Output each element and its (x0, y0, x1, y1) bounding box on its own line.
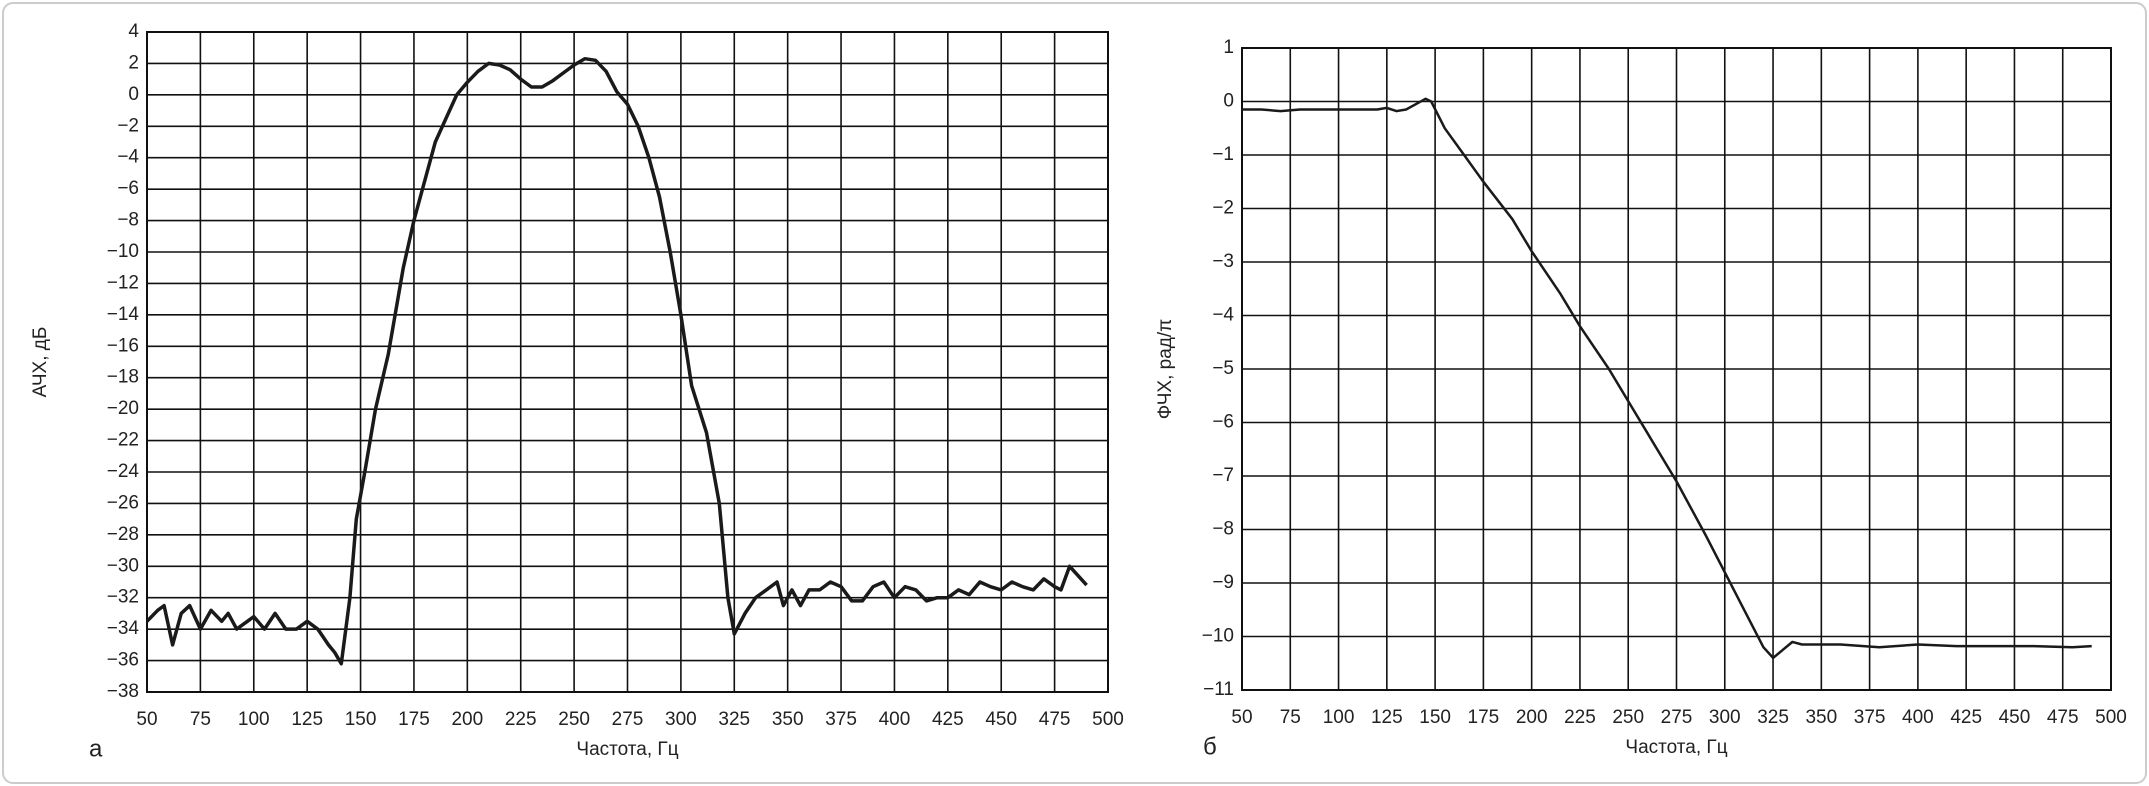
y-tick-label: 4 (128, 21, 139, 42)
y-tick-label: −11 (1203, 679, 1234, 700)
y-tick-label: −34 (107, 618, 140, 639)
x-tick-label: 400 (879, 709, 911, 730)
x-tick-label: 275 (612, 709, 644, 730)
y-tick-label: −2 (1212, 198, 1234, 219)
x-tick-label: 50 (1231, 707, 1252, 728)
y-tick-label: −4 (117, 147, 139, 168)
y-tick-label: −24 (107, 461, 140, 482)
y-tick-label: −10 (1202, 626, 1234, 647)
x-tick-label: 375 (825, 709, 857, 730)
x-tick-label: 325 (1757, 707, 1789, 728)
x-tick-label: 100 (1323, 707, 1355, 728)
x-tick-label: 150 (345, 709, 377, 730)
x-tick-label: 250 (1612, 707, 1644, 728)
y-tick-label: −26 (107, 492, 139, 513)
x-tick-label: 425 (932, 709, 964, 730)
y-tick-label: −2 (117, 115, 139, 136)
y-tick-label: 0 (128, 84, 139, 105)
x-tick-label: 300 (1709, 707, 1741, 728)
y-tick-label: −3 (1212, 251, 1234, 272)
x-axis-label: Частота, Гц (576, 739, 678, 760)
x-tick-label: 350 (772, 709, 804, 730)
x-tick-label: 200 (1516, 707, 1548, 728)
y-tick-label: −38 (107, 681, 139, 702)
y-tick-label: −18 (107, 367, 139, 388)
y-tick-label: −8 (117, 210, 139, 231)
x-tick-label: 225 (1564, 707, 1596, 728)
x-tick-label: 500 (2095, 707, 2127, 728)
y-tick-label: −14 (107, 304, 140, 325)
x-tick-label: 400 (1902, 707, 1934, 728)
y-tick-label: −9 (1212, 572, 1234, 593)
y-tick-label: −20 (107, 398, 139, 419)
x-tick-label: 100 (238, 709, 270, 730)
x-tick-label: 75 (1280, 707, 1301, 728)
y-axis-label: ФЧХ, рад/π (1155, 319, 1176, 420)
x-tick-label: 150 (1419, 707, 1451, 728)
y-tick-label: −30 (107, 555, 139, 576)
x-tick-label: 500 (1092, 709, 1124, 730)
x-tick-label: 50 (136, 709, 157, 730)
line (145, 56, 1088, 666)
y-tick-label: −5 (1212, 358, 1234, 379)
y-tick-label: −22 (107, 430, 139, 451)
chart: 50 75 100 125 150 175 200 225 250 275 300 325 350 375… (1155, 37, 2127, 760)
y-tick-label: −7 (1212, 465, 1234, 486)
y-tick-label: −16 (107, 335, 139, 356)
x-tick-label: 275 (1661, 707, 1693, 728)
x-tick-label: 425 (1950, 707, 1982, 728)
chart: 50 75 100 125 150 175 200 225 250 275 300 325 350 375… (30, 21, 1124, 762)
y-tick-label: −8 (1212, 519, 1234, 540)
x-axis-label: Частота, Гц (1625, 737, 1727, 758)
y-tick-label: 2 (128, 52, 139, 73)
y-tick-label: 1 (1223, 37, 1234, 58)
x-tick-label: 300 (665, 709, 697, 730)
x-tick-label: 250 (558, 709, 590, 730)
x-tick-label: 450 (1999, 707, 2031, 728)
panel-label: а (89, 735, 103, 762)
x-tick-label: 475 (1039, 709, 1071, 730)
y-tick-label: −28 (107, 524, 139, 545)
x-tick-label: 350 (1805, 707, 1837, 728)
x-tick-label: 175 (398, 709, 430, 730)
panel-label: б (1203, 733, 1217, 760)
y-tick-label: −12 (107, 272, 139, 293)
y-tick-label: −32 (107, 587, 139, 608)
x-tick-label: 200 (451, 709, 483, 730)
y-tick-label: −1 (1212, 144, 1234, 165)
x-tick-label: 375 (1854, 707, 1886, 728)
x-tick-label: 75 (190, 709, 211, 730)
x-tick-label: 225 (505, 709, 537, 730)
y-tick-label: 0 (1223, 91, 1234, 112)
x-tick-label: 475 (2047, 707, 2079, 728)
x-tick-label: 325 (718, 709, 750, 730)
y-tick-label: −6 (1212, 412, 1234, 433)
y-axis-label: АЧХ, дБ (30, 327, 51, 398)
x-tick-label: 175 (1468, 707, 1500, 728)
line (1242, 97, 2092, 660)
y-tick-label: −6 (117, 178, 139, 199)
y-tick-label: −36 (107, 650, 139, 671)
y-tick-label: −10 (107, 241, 139, 262)
y-tick-label: −4 (1212, 305, 1234, 326)
x-tick-label: 125 (291, 709, 323, 730)
x-tick-label: 125 (1371, 707, 1403, 728)
x-tick-label: 450 (985, 709, 1017, 730)
